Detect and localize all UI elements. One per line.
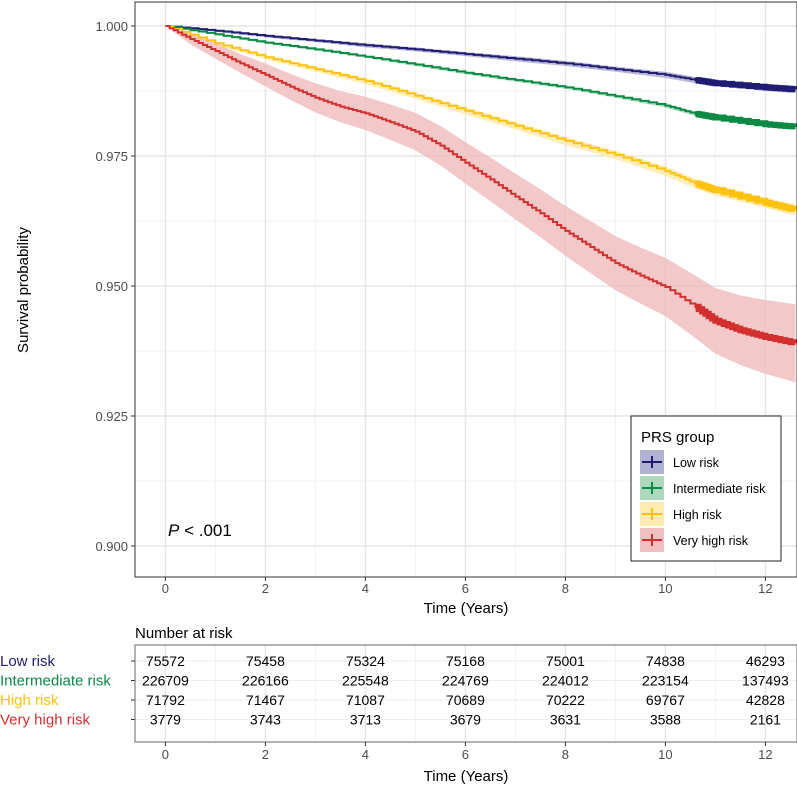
plot-panel-border [134,1,797,578]
risk-cell: 2161 [750,712,781,728]
x-axis: 0 2 4 6 8 10 12 [162,577,773,596]
risk-row-label: Intermediate risk [0,673,111,690]
risk-cell: 224769 [442,673,489,689]
ci-band-high-risk [165,26,796,216]
risk-table: Low risk 75572 75458 75324 75168 75001 74838 46… [0,644,797,762]
risk-cell: 75458 [246,653,285,669]
censor-marks [695,303,797,346]
risk-cell: 71792 [146,692,185,708]
x-tick-label: 2 [262,747,269,762]
censor-marks [695,110,797,130]
ci-band-very-high-risk [165,26,796,383]
risk-cell: 225548 [342,673,389,689]
risk-cell: 224012 [542,673,589,689]
censor-marks [695,180,797,212]
legend-label: Low risk [673,456,720,470]
x-tick-label: 0 [162,581,169,596]
risk-cell: 75001 [546,653,585,669]
x-tick-label: 10 [658,581,672,596]
survival-curves [165,25,797,346]
y-tick-label: 0.975 [95,149,128,164]
censor-marks [695,77,797,93]
legend-title: PRS group [641,429,714,446]
y-tick-label: 0.950 [95,279,128,294]
x-tick-label: 6 [462,581,469,596]
risk-cell: 70222 [546,692,585,708]
legend-label: Very high risk [673,534,749,548]
x-tick-label: 12 [758,581,772,596]
x-tick-label: 2 [262,581,269,596]
risk-cell: 3679 [450,712,481,728]
x-tick-label: 4 [362,581,369,596]
y-tick-label: 0.925 [95,409,128,424]
risk-table-x-axis-title: Time (Years) [424,768,509,785]
risk-table-title: Number at risk [135,625,233,642]
legend-label: High risk [673,508,722,522]
y-axis-title: Survival probability [15,227,32,353]
x-tick-label: 12 [758,747,772,762]
risk-cell: 226709 [142,673,189,689]
risk-cell: 69767 [646,692,685,708]
x-axis-title: Time (Years) [424,600,509,617]
x-tick-label: 8 [562,747,569,762]
risk-cell: 42828 [746,692,785,708]
legend-label: Intermediate risk [673,482,766,496]
risk-cell: 3713 [350,712,381,728]
risk-cell: 137493 [742,673,789,689]
x-tick-label: 4 [362,747,369,762]
ci-band-low-risk [165,26,796,94]
curve-very-high-risk [165,25,797,344]
risk-cell: 70689 [446,692,485,708]
risk-table-border [134,644,797,743]
risk-cell: 226166 [242,673,289,689]
x-tick-label: 8 [562,581,569,596]
risk-row-label: Very high risk [0,712,91,729]
risk-cell: 71087 [346,692,385,708]
y-axis: 0.900 0.925 0.950 0.975 1.000 [95,19,135,554]
x-tick-label: 0 [162,747,169,762]
risk-cell: 75168 [446,653,485,669]
x-tick-label: 6 [462,747,469,762]
risk-cell: 3779 [150,712,181,728]
risk-cell: 223154 [642,673,689,689]
risk-row-label: Low risk [0,653,56,670]
risk-row-label: High risk [0,692,59,709]
y-tick-label: 0.900 [95,539,128,554]
risk-cell: 74838 [646,653,685,669]
p-value-annotation: P < .001 [168,521,232,540]
y-tick-label: 1.000 [95,19,128,34]
x-tick-label: 10 [658,747,672,762]
grid [135,2,797,577]
risk-cell: 3743 [250,712,281,728]
legend: PRS group Low risk Intermediate risk High … [630,415,782,562]
risk-cell: 75572 [146,653,185,669]
risk-cell: 46293 [746,653,785,669]
risk-cell: 75324 [346,653,385,669]
risk-cell: 3631 [550,712,581,728]
risk-cell: 3588 [650,712,681,728]
risk-cell: 71467 [246,692,285,708]
